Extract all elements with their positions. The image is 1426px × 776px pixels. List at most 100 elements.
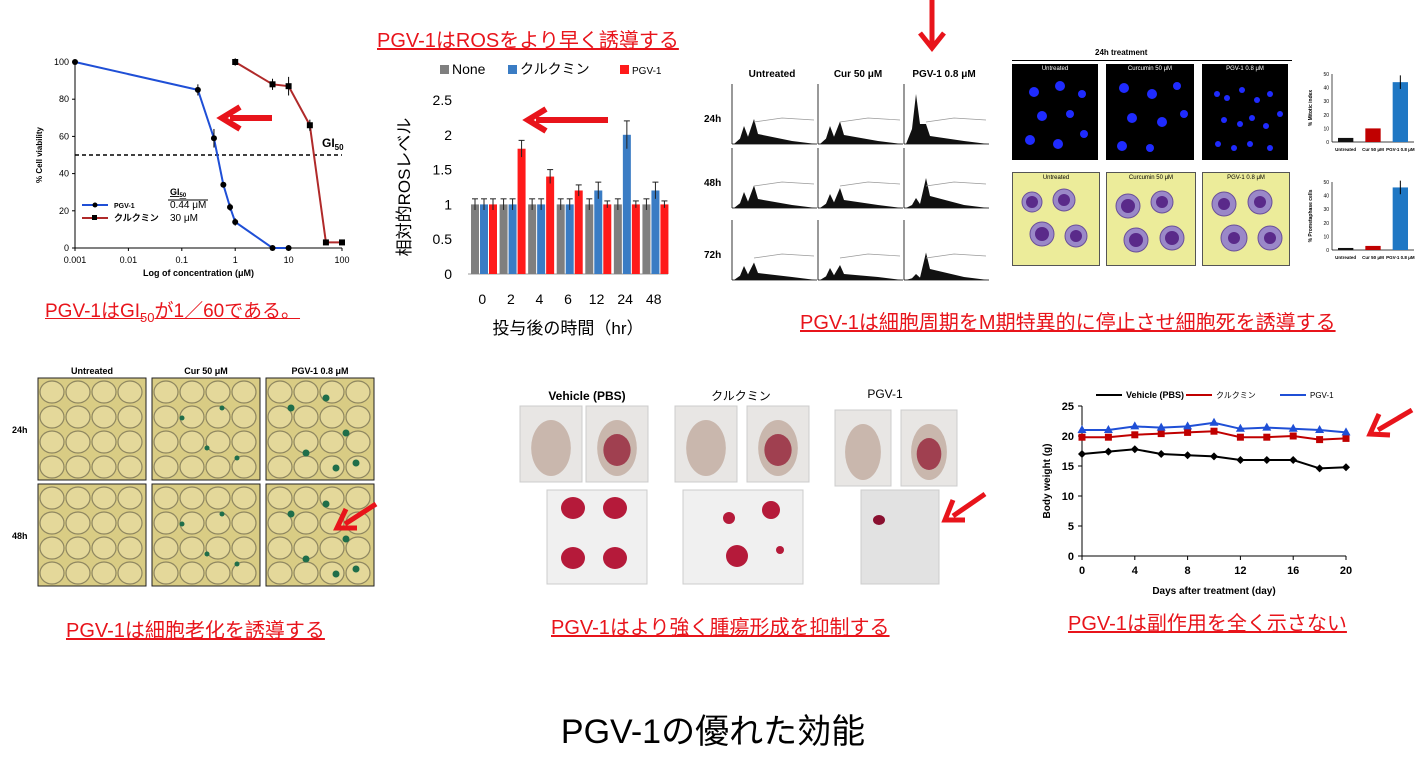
beta-gal-stain [332,570,340,578]
cell [345,455,371,479]
tumor-dish [860,489,940,585]
senescence-row-label: 48h [12,531,28,541]
data-point [1236,433,1244,441]
tumor [726,545,748,567]
data-point [1316,436,1324,444]
arrow-icon-ros [522,106,548,134]
beta-gal-stain [287,404,295,412]
down-arrow-icon [918,0,946,53]
legend-swatch-0 [440,65,449,74]
y-tick-label: 50 [1323,180,1329,186]
y-tick-label: 30 [1323,99,1329,105]
cell [91,430,117,454]
data-point [269,81,276,88]
x-tick-label: 0.1 [176,255,189,265]
cell [267,405,293,429]
data-point [1157,450,1166,458]
fluorescence-nuclei [1025,81,1283,152]
bar [613,204,622,274]
data-point [1104,433,1112,441]
cell [91,561,117,585]
bar [1365,128,1381,142]
data-point [1236,456,1245,464]
data-point [1130,421,1140,430]
bar [642,204,651,274]
x-tick-label: 0 [1079,565,1085,577]
data-point [72,59,78,65]
cell-viability-chart: 0 20 40 60 80 100 0.001 0.01 0.1 1 10 100 Log of con… [35,57,350,278]
y-axis-label: % Prometaphase cells [1308,189,1314,242]
bar [1338,247,1354,250]
cell [293,405,319,429]
caption-sideeffect: PGV-1は副作用を全く示さない [1068,613,1347,635]
data-point [322,239,329,246]
body-weight-chart: 0 5 10 15 20 25 0 4 8 12 16 20 Days after treatment … [1042,390,1414,597]
data-point [285,245,292,251]
beta-gal-stain [179,521,185,527]
bar [546,176,555,274]
cell [117,455,143,479]
cell [39,486,65,510]
arrow-icon-bodyweight [1366,412,1391,438]
cell [153,536,179,560]
y-tick-label: 60 [59,131,69,141]
beta-gal-stain [234,455,240,461]
x-tick-label: 12 [589,291,605,307]
cell [91,380,117,404]
cell [179,561,205,585]
y-tick-label: 2 [444,127,452,143]
histogram [820,265,902,280]
data-point [285,83,292,90]
y-tick-label: 5 [1068,521,1074,533]
legend-label: PGV-1 [632,66,662,77]
mouse-body [686,420,726,476]
y-tick-label: 0 [1326,140,1329,146]
cell [231,430,257,454]
histogram-gate [925,181,987,187]
cell [319,455,345,479]
y-tick-label: 10 [1323,126,1329,132]
cell [39,511,65,535]
beta-gal-stain [352,565,360,573]
x-tick-label: Cur 50 μM [1362,147,1384,152]
data-point [1103,425,1113,433]
arrow-shaft-tumor [951,491,987,519]
flow-column-label: Cur 50 μM [834,69,882,80]
legend-marker [92,202,98,208]
cell [117,536,143,560]
y-tick-label: 40 [1323,194,1329,200]
cell [179,536,205,560]
senescence-column-label: PGV-1 0.8 μM [291,366,348,376]
data-point [1183,421,1193,430]
cell [179,430,205,454]
data-point [210,135,217,142]
beta-gal-stain [352,459,360,467]
x-tick-label: PGV-1 0.8 μM [1386,255,1415,260]
bar [1392,82,1408,142]
y-tick-label: 100 [54,57,69,67]
legend-label: Vehicle (PBS) [1126,390,1184,400]
arrow-icon-tumor [941,499,965,523]
beta-gal-stain [332,464,340,472]
cell [293,511,319,535]
data-point [1289,456,1298,464]
cell [345,380,371,404]
data-point [220,181,227,188]
bar [489,204,497,274]
y-tick-label: 20 [1062,431,1074,443]
data-point [1262,422,1272,431]
tumor-group-label: PGV-1 [867,387,903,401]
bar [594,190,603,274]
histogram-gate [839,181,901,187]
histogram [906,94,988,144]
x-tick-label: 2 [507,291,515,307]
y-tick-label: 10 [1323,234,1329,240]
legend-label: クルクミン [520,61,590,77]
cell [65,405,91,429]
bar [556,204,565,274]
histogram-gate [925,253,987,259]
senescence-grid: Untreated Cur 50 μM PGV-1 0.8 μM 24h 48h [12,366,378,587]
cell [231,511,257,535]
histogram [734,262,816,280]
cell [153,561,179,585]
